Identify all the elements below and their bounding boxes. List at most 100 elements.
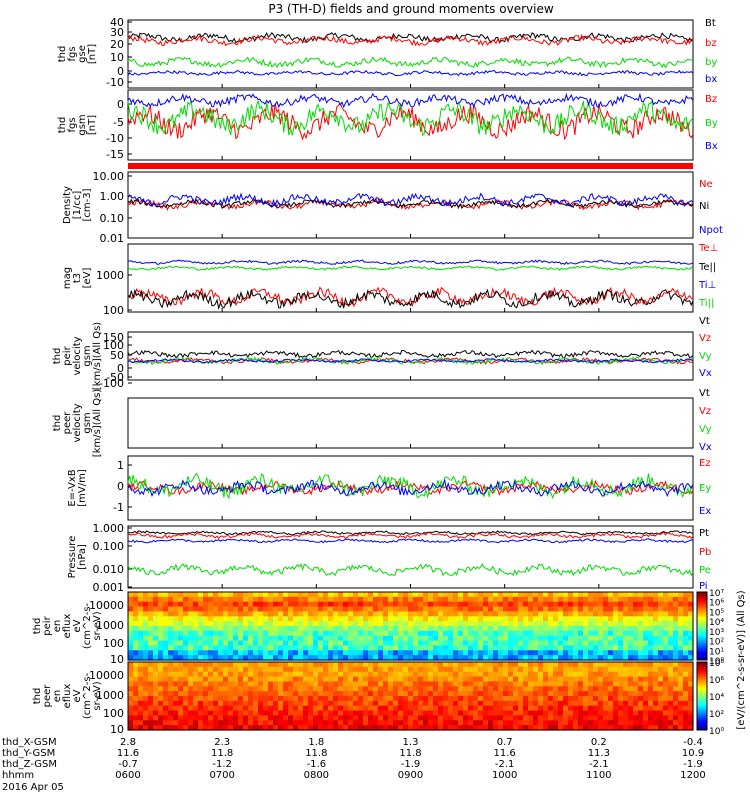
spectrogram-cell [218,601,224,608]
spectrogram-cell [208,671,214,678]
spectrogram-cell [268,666,274,673]
spectrogram-cell [223,676,229,683]
spectrogram-cell [488,705,494,712]
spectrogram-cell [418,606,424,613]
legend-By: By [705,118,718,129]
spectrogram-cell [368,611,374,617]
spectrogram-cell [278,645,284,651]
spectrogram-cell [533,601,539,608]
spectrogram-cell [238,666,244,673]
spectrogram-cell [228,676,234,683]
spectrogram-cell [603,691,609,697]
spectrogram-cell [573,650,579,656]
spectrogram-cell [553,626,559,632]
y-tick-label: 20 [110,38,124,51]
spectrogram-cell [223,691,229,697]
spectrogram-cell [133,725,139,731]
spectrogram-cell [653,666,659,673]
spectrogram-cell [428,662,434,668]
spectrogram-cell [173,630,179,637]
spectrogram-cell [373,705,379,712]
spectrogram-cell [223,630,229,637]
spectrogram-cell [413,666,419,673]
spectrogram-cell [363,691,369,697]
spectrogram-cell [328,715,334,721]
spectrogram-cell [458,696,464,702]
spectrogram-cell [538,686,544,692]
spectrogram-cell [663,655,669,661]
spectrogram-cell [653,616,659,622]
spectrogram-cell [293,671,299,678]
spectrogram-cell [358,650,364,656]
spectrogram-cell [563,650,569,656]
spectrogram-cell [313,592,319,598]
spectrogram-cell [283,671,289,678]
spectrogram-cell [593,601,599,608]
spectrogram-cell [433,592,439,598]
spectrogram-cell [143,655,149,661]
spectrogram-cell [573,725,579,731]
spectrogram-cell [648,626,654,632]
spectrogram-cell [163,662,169,668]
spectrogram-cell [408,715,414,721]
spectrogram-cell [238,601,244,608]
spectrogram-cell [128,630,134,637]
spectrogram-cell [173,676,179,683]
spectrogram-cell [578,691,584,697]
spectrogram-cell [613,696,619,702]
spectrogram-cell [593,606,599,613]
spectrogram-cell [423,691,429,697]
spectrogram-cell [353,650,359,656]
colorbar-tick: 10² [709,638,724,648]
spectrogram-cell [438,725,444,731]
spectrogram-cell [218,681,224,687]
spectrogram-ion-eflux: 10000100010010thdpeirenefluxeV(cm^2-s-sr… [32,589,724,667]
spectrogram-cell [183,691,189,697]
panels-group: 403020100-10thdfgsgse[nT]Btbzbybx0-5-10-… [32,16,747,737]
spectrogram-cell [248,662,254,668]
spectrogram-cell [688,700,694,707]
spectrogram-cell [283,676,289,683]
spectrogram-cell [158,650,164,656]
spectrogram-cell [158,621,164,627]
spectrogram-cell [443,691,449,697]
spectrogram-cell [588,635,594,642]
spectrogram-cell [563,626,569,632]
spectrogram-cell [593,671,599,678]
spectrogram-cell [463,676,469,683]
spectrogram-cell [403,640,409,647]
ephemeris-value: 1100 [586,770,611,781]
spectrogram-cell [598,596,604,603]
spectrogram-cell [343,640,349,647]
spectrogram-cell [598,681,604,687]
ephemeris-value: -1.2 [212,759,232,770]
spectrogram-cell [608,710,614,717]
spectrogram-cell [343,725,349,731]
spectrogram-cell [563,700,569,707]
spectrogram-cell [238,691,244,697]
spectrogram-cell [618,640,624,647]
spectrogram-cell [193,616,199,622]
spectrogram-cell [133,621,139,627]
spectrogram-cell [388,616,394,622]
spectrogram-cell [673,720,679,726]
spectrogram-cell [448,655,454,661]
spectrogram-cell [388,696,394,702]
spectrogram-cell [418,626,424,632]
spectrogram-cell [673,662,679,668]
spectrogram-cell [353,640,359,647]
spectrogram-cell [353,691,359,697]
spectrogram-cell [643,621,649,627]
spectrogram-cell [688,635,694,642]
spectrogram-cell [498,626,504,632]
spectrogram-cell [533,710,539,717]
spectrogram-cell [473,681,479,687]
spectrogram-cell [233,691,239,697]
spectrogram-cell [268,720,274,726]
spectrogram-cell [623,640,629,647]
spectrogram-cell [303,662,309,668]
y-tick-label: 0.100 [93,540,125,553]
spectrogram-cell [493,725,499,731]
spectrogram-cell [678,662,684,668]
spectrogram-cell [313,720,319,726]
